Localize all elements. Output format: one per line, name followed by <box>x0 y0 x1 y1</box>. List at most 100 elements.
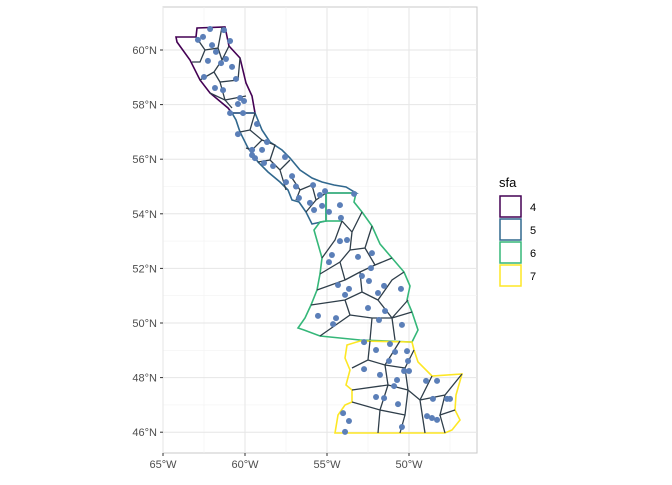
legend-label: 4 <box>530 202 536 214</box>
survey-point <box>240 110 247 117</box>
survey-point <box>333 315 340 322</box>
legend: sfa 4 5 6 7 <box>499 175 536 287</box>
survey-points <box>194 25 453 435</box>
survey-point <box>424 413 431 420</box>
survey-point <box>397 285 404 292</box>
survey-point <box>398 424 405 431</box>
survey-point <box>200 33 207 40</box>
survey-point <box>253 120 260 127</box>
survey-point <box>382 307 389 314</box>
survey-point <box>354 253 361 260</box>
survey-point <box>234 131 241 138</box>
survey-point <box>434 416 441 423</box>
survey-point <box>342 428 349 435</box>
survey-point <box>207 25 214 32</box>
y-tick-label: 58°N <box>132 100 157 112</box>
survey-point <box>375 289 382 296</box>
survey-point <box>361 366 368 373</box>
y-tick-label: 46°N <box>132 427 157 439</box>
survey-point <box>375 316 382 323</box>
survey-point <box>401 368 408 375</box>
survey-point <box>391 383 398 390</box>
survey-point <box>194 36 201 43</box>
survey-point <box>234 101 241 108</box>
y-tick-label: 48°N <box>132 373 157 385</box>
survey-point <box>227 110 234 117</box>
survey-point <box>336 238 343 245</box>
x-axis: 65°W 60°W 55°W 50°W <box>149 453 423 471</box>
y-tick-label: 56°N <box>132 154 157 166</box>
survey-point <box>358 273 365 280</box>
survey-point <box>212 48 219 55</box>
survey-point <box>249 146 256 153</box>
legend-label: 7 <box>530 271 536 283</box>
survey-point <box>381 395 388 402</box>
survey-point <box>385 357 392 364</box>
survey-point <box>311 206 318 213</box>
legend-label: 5 <box>530 225 536 237</box>
survey-point <box>368 250 375 257</box>
survey-point <box>218 60 225 67</box>
survey-point <box>361 339 368 346</box>
survey-point <box>283 179 289 186</box>
y-tick-label: 50°N <box>132 318 157 330</box>
legend-label: 6 <box>530 248 536 260</box>
survey-point <box>394 377 401 384</box>
survey-point <box>337 214 344 221</box>
survey-point <box>261 160 268 167</box>
survey-point <box>232 75 239 82</box>
survey-point <box>328 252 335 259</box>
survey-point <box>295 194 302 201</box>
survey-point <box>227 37 234 44</box>
survey-point <box>404 348 411 355</box>
survey-point <box>325 259 332 266</box>
survey-point <box>373 347 380 354</box>
legend-key-sfa-6 <box>499 241 522 264</box>
survey-point <box>282 154 289 161</box>
x-tick-label: 50°W <box>395 459 423 471</box>
x-tick-label: 65°W <box>149 459 177 471</box>
survey-point <box>270 163 277 170</box>
survey-point <box>310 182 317 189</box>
survey-point <box>325 208 332 215</box>
survey-point <box>344 237 351 244</box>
survey-point <box>229 63 236 70</box>
survey-point <box>398 321 405 328</box>
survey-point <box>381 282 388 289</box>
survey-point <box>428 415 435 422</box>
grid <box>162 7 477 453</box>
y-tick-label: 52°N <box>132 263 157 275</box>
survey-point <box>201 74 207 81</box>
region-sfa-7 <box>334 340 464 434</box>
legend-key-sfa-7 <box>499 264 522 287</box>
legend-title: sfa <box>499 175 517 190</box>
survey-point <box>211 84 218 91</box>
survey-point <box>322 188 329 195</box>
survey-point <box>241 98 248 105</box>
survey-point <box>249 152 256 159</box>
survey-point <box>345 418 352 425</box>
survey-point <box>330 321 337 328</box>
survey-point <box>373 393 380 400</box>
survey-point <box>222 56 229 63</box>
survey-point <box>395 401 402 408</box>
survey-point <box>209 42 216 49</box>
survey-point <box>221 27 228 34</box>
survey-point <box>386 341 393 348</box>
survey-point <box>220 87 227 94</box>
survey-point <box>345 285 352 292</box>
y-axis: 60°N 58°N 56°N 54°N 52°N 50°N 48°N 46°N <box>132 45 163 439</box>
survey-point <box>319 202 326 209</box>
region-sfa-6 <box>296 192 419 343</box>
survey-point <box>259 146 266 153</box>
legend-key-sfa-5 <box>499 218 522 241</box>
survey-point <box>314 312 321 319</box>
survey-point <box>263 139 270 146</box>
survey-point <box>392 348 399 355</box>
survey-point <box>342 291 349 298</box>
survey-point <box>367 265 374 272</box>
survey-point <box>316 191 323 198</box>
voronoi-cell-lines <box>192 26 463 434</box>
survey-point <box>405 357 412 364</box>
